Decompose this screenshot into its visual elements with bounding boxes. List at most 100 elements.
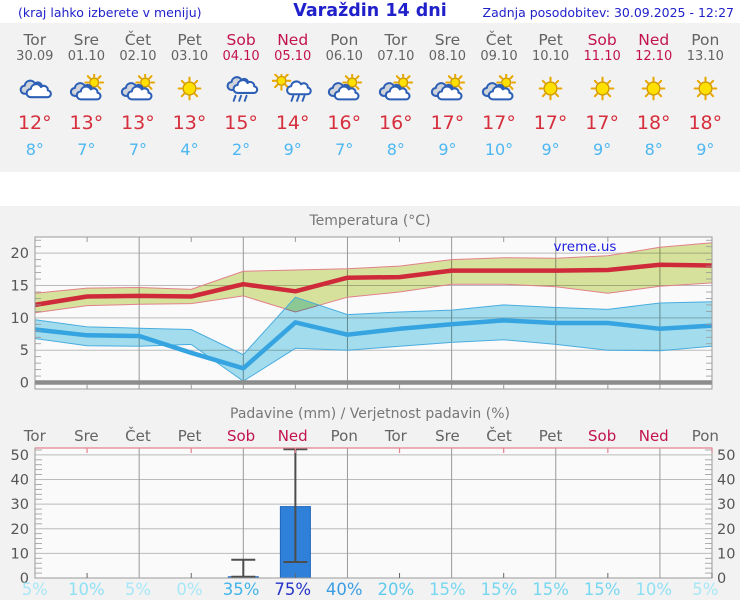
- day-date: 09.10: [480, 49, 518, 64]
- precip-day-label: Čet: [486, 427, 512, 445]
- sunny-icon: [628, 65, 680, 108]
- day-date: 13.10: [686, 49, 724, 64]
- location-menu-hint: (kraj lahko izberete v meniju): [18, 5, 202, 20]
- precip-day-label: Tor: [23, 427, 46, 445]
- high-temperature: 16°: [327, 112, 362, 134]
- precip-probability: 15%: [583, 580, 621, 599]
- high-temperature: 17°: [430, 112, 465, 134]
- precip-day-label: Pet: [538, 427, 563, 445]
- day-date: 05.10: [274, 49, 312, 64]
- sunny-icon: [576, 65, 628, 108]
- svg-text:20: 20: [11, 246, 29, 262]
- sunny-icon: [525, 65, 577, 108]
- day-column: Čet 02.10 13° 7°: [112, 32, 164, 162]
- svg-text:10: 10: [11, 546, 29, 562]
- day-name: Čet: [124, 31, 152, 49]
- sunny-icon: [164, 65, 216, 108]
- precip-probability: 5%: [124, 580, 152, 599]
- day-date: 04.10: [222, 49, 260, 64]
- day-column: Tor 30.09 12° 8°: [9, 32, 61, 162]
- last-update-label: Zadnja posodobitev: 30.09.2025 - 12:27: [482, 5, 734, 20]
- day-column: Sre 01.10 13° 7°: [61, 32, 113, 162]
- svg-text:40: 40: [11, 473, 29, 489]
- day-column: Pet 03.10 13° 4°: [164, 32, 216, 162]
- precipitation-chart: 0 0 10 10 20 20 30 30 40 40 50 50: [0, 444, 740, 600]
- precip-probability: 35%: [222, 580, 260, 599]
- precip-probability: 75%: [274, 580, 312, 599]
- precip-day-label: Sre: [74, 427, 99, 445]
- precip-day-label: Sre: [435, 427, 460, 445]
- precip-day-label: Pet: [177, 427, 202, 445]
- day-date: 11.10: [583, 49, 621, 64]
- precip-probability: 15%: [429, 580, 466, 599]
- precip-day-label: Čet: [125, 427, 151, 445]
- low-temperature: 7°: [77, 140, 96, 159]
- day-name: Pet: [177, 31, 202, 49]
- day-date: 12.10: [635, 49, 673, 64]
- day-column: Pon 06.10 16° 7°: [318, 32, 370, 162]
- high-temperature: 13°: [172, 112, 207, 134]
- day-name: Sob: [587, 31, 617, 49]
- low-temperature: 7°: [335, 140, 354, 159]
- svg-text:10: 10: [717, 546, 735, 562]
- day-date: 07.10: [377, 49, 415, 64]
- high-temperature: 13°: [121, 112, 155, 134]
- high-temperature: 18°: [636, 112, 671, 134]
- day-column: Ned 05.10 14° 9°: [267, 32, 319, 162]
- partly-sunny-icon: [61, 65, 113, 108]
- svg-text:0: 0: [717, 571, 726, 587]
- partly-sunny-icon: [473, 65, 525, 108]
- partly-sunny-icon: [422, 65, 474, 108]
- day-column: Pon 13.10 18° 9°: [680, 32, 732, 162]
- temperature-chart: vreme.us 0 5 10 15 20: [0, 230, 740, 395]
- high-temperature: 12°: [17, 112, 52, 134]
- low-temperature: 4°: [180, 140, 199, 159]
- day-date: 30.09: [16, 49, 54, 64]
- precip-day-label: Tor: [384, 427, 407, 445]
- day-name: Pon: [691, 31, 720, 49]
- high-temperature: 14°: [275, 112, 310, 134]
- day-name: Sob: [226, 31, 256, 49]
- day-name: Ned: [638, 31, 670, 49]
- precip-day-label: Ned: [638, 427, 669, 445]
- watermark-vreme-us: vreme.us: [554, 239, 617, 255]
- day-column: Sob 11.10 17° 9°: [576, 32, 628, 162]
- svg-text:50: 50: [11, 448, 29, 464]
- low-temperature: 9°: [283, 140, 302, 159]
- day-name: Pon: [330, 31, 359, 49]
- day-column: Tor 07.10 16° 8°: [370, 32, 422, 162]
- high-temperature: 17°: [533, 112, 568, 134]
- partly-sunny-icon: [112, 65, 164, 108]
- precip-probability: 15%: [480, 580, 518, 599]
- low-temperature: 2°: [232, 140, 251, 159]
- low-temperature: 9°: [593, 140, 612, 159]
- cloudy-icon: [9, 65, 61, 108]
- day-columns: Tor 30.09 12° 8° Sre 01.10 13° 7° Čet 02.10 13° 7° P…: [9, 32, 731, 162]
- rain-icon: [215, 65, 267, 108]
- high-temperature: 18°: [688, 112, 723, 134]
- low-temperature: 8°: [644, 140, 663, 159]
- precip-day-label: Pon: [330, 427, 358, 445]
- high-temperature: 16°: [378, 112, 413, 134]
- precip-day-label-row: Tor Sre Čet Pet Sob Ned Pon Tor Sre Čet Pet Sob Ned P…: [9, 427, 731, 445]
- temperature-chart-title: Temperatura (°C): [309, 213, 431, 229]
- precip-probability: 20%: [377, 580, 415, 599]
- precip-probability: 40%: [325, 580, 363, 599]
- low-temperature: 7°: [128, 140, 148, 159]
- day-date: 08.10: [428, 49, 467, 64]
- day-column: Ned 12.10 18° 8°: [628, 32, 680, 162]
- precip-day-label: Ned: [277, 427, 308, 445]
- precip-day-label: Sob: [588, 427, 617, 445]
- svg-text:15: 15: [11, 279, 29, 295]
- day-date: 06.10: [325, 49, 363, 64]
- svg-text:0: 0: [20, 571, 29, 587]
- high-temperature: 17°: [482, 112, 516, 134]
- sun-rain-icon: [267, 65, 319, 108]
- day-date: 01.10: [67, 49, 105, 64]
- low-temperature: 10°: [484, 140, 514, 159]
- day-date: 03.10: [170, 49, 209, 64]
- low-temperature: 9°: [438, 140, 457, 159]
- low-temperature: 9°: [696, 140, 715, 159]
- high-temperature: 17°: [585, 112, 619, 134]
